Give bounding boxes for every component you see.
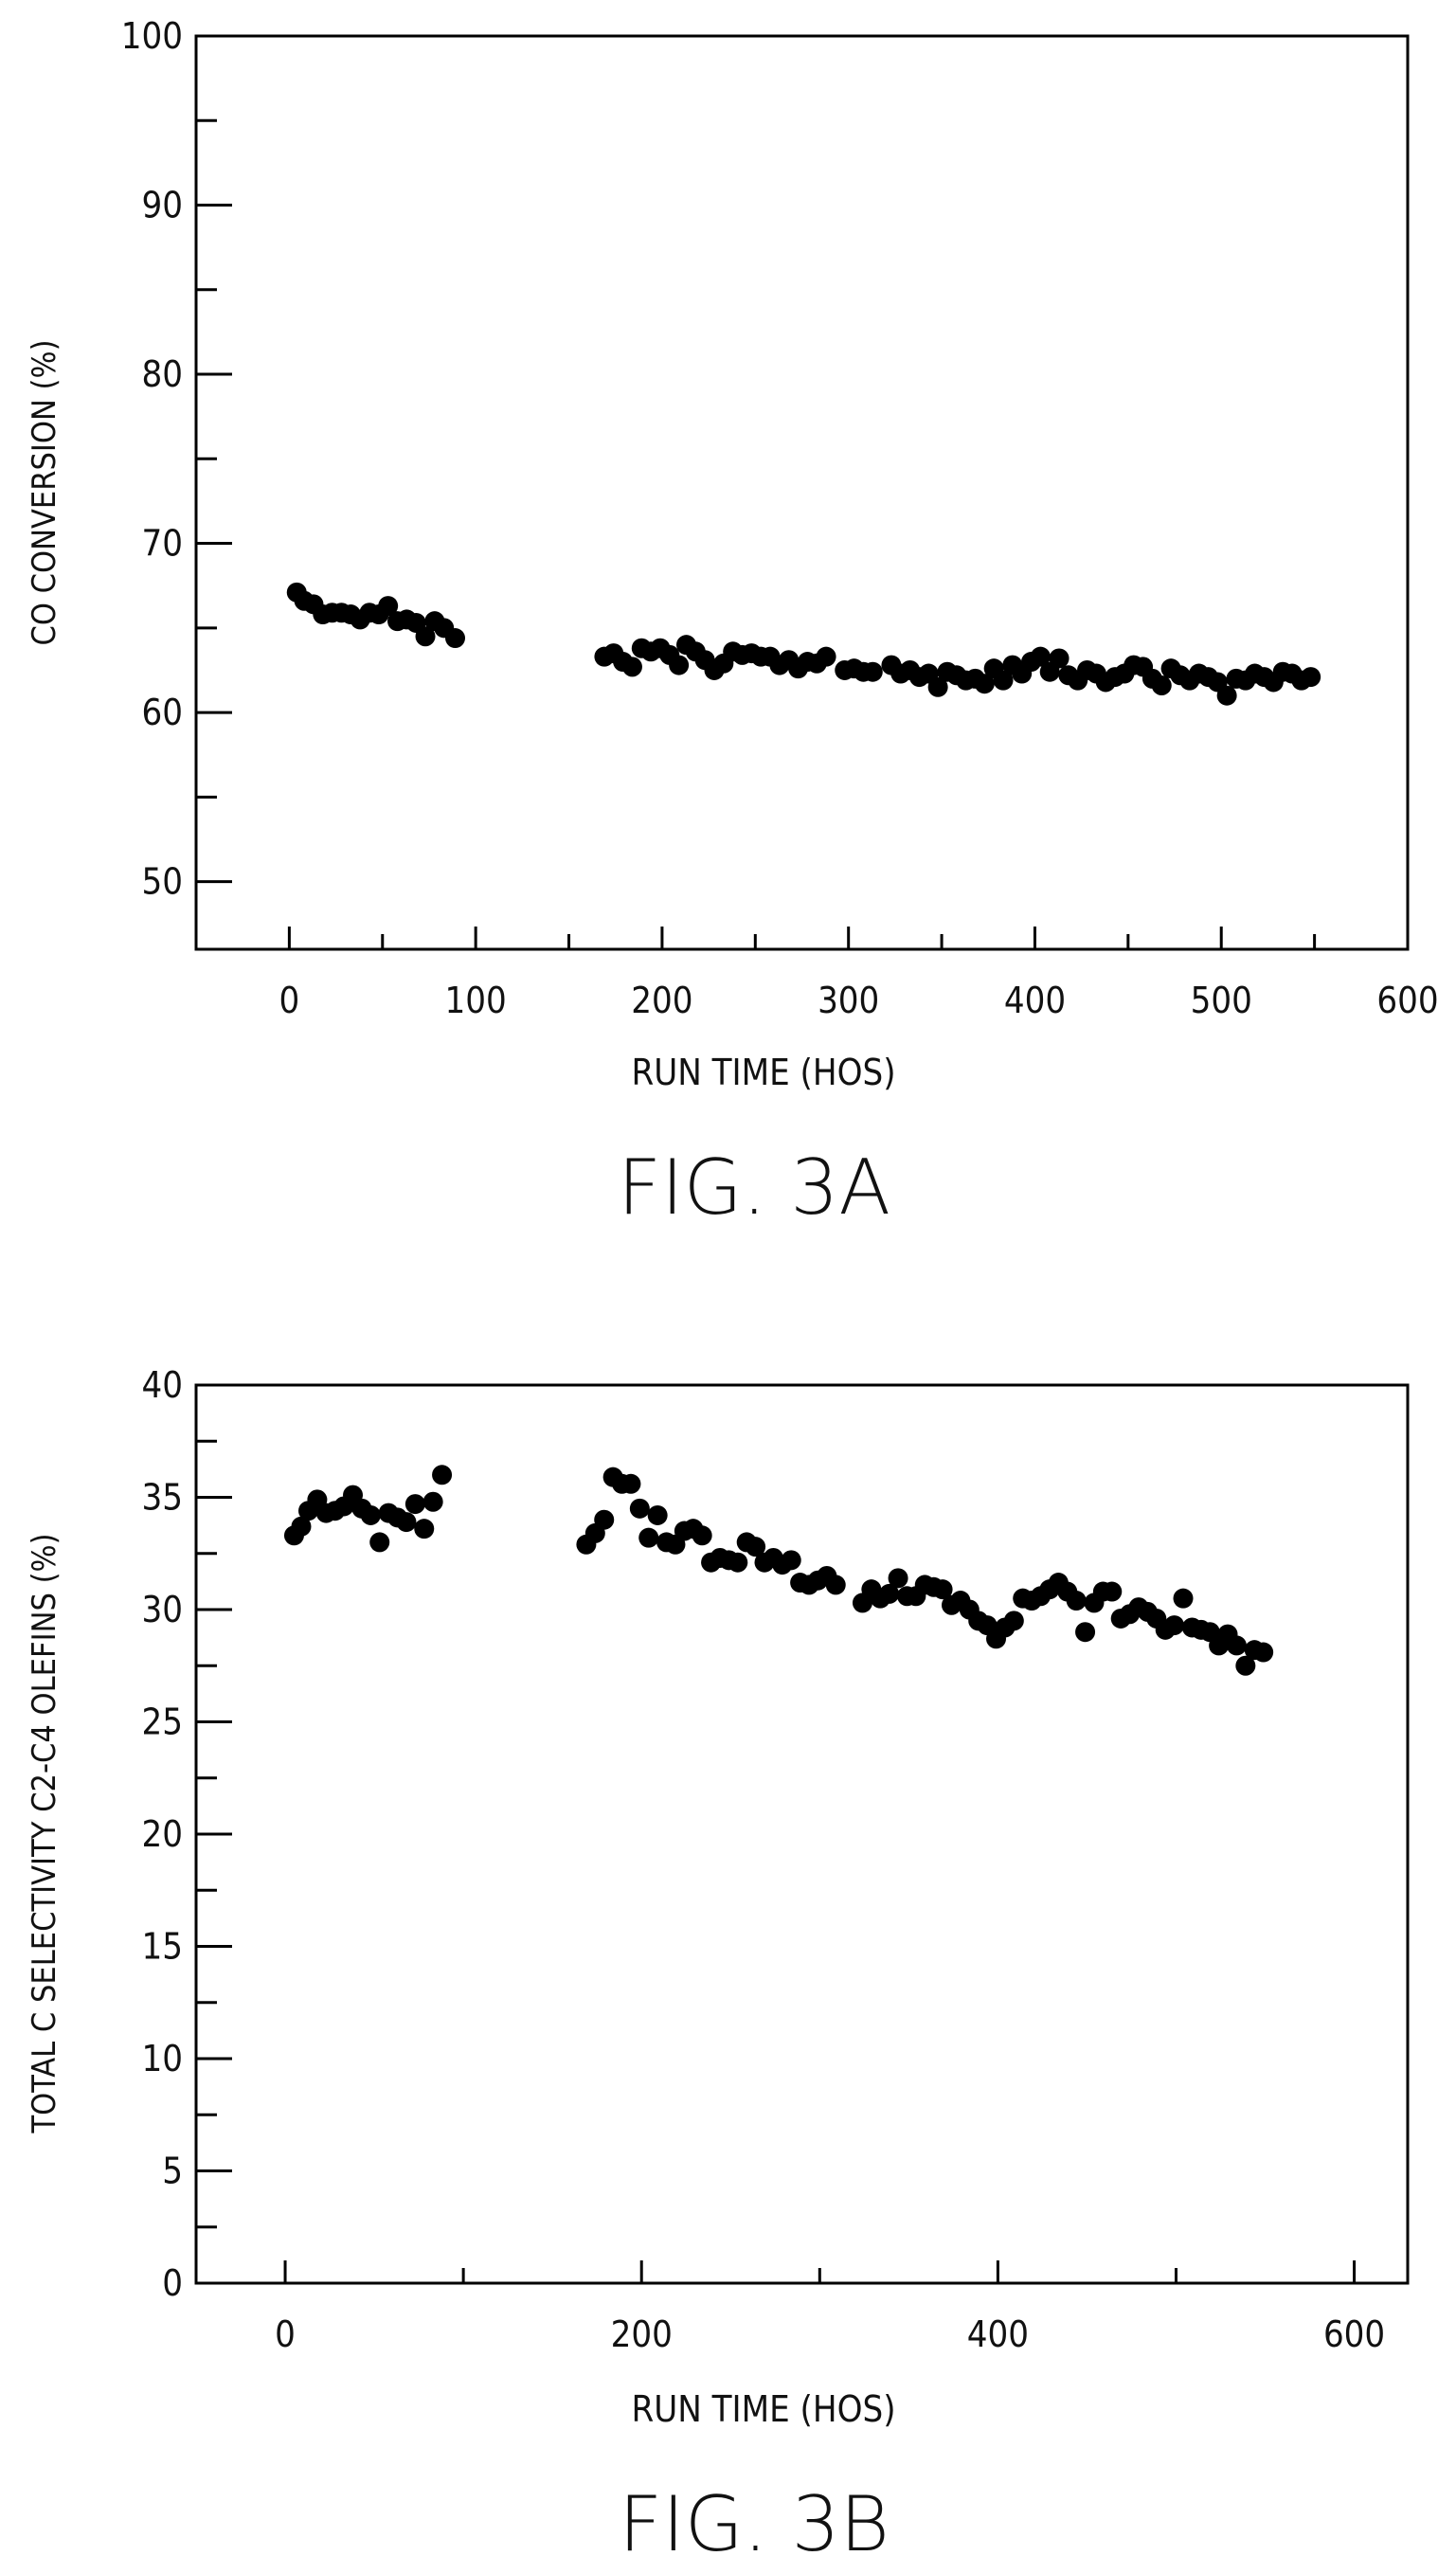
chart-a-x-tick-label: 200 — [631, 980, 692, 1021]
chart-b-data-point — [781, 1550, 801, 1571]
chart-a-x-tick-label: 400 — [1004, 980, 1066, 1021]
chart-b-data-point — [638, 1527, 659, 1548]
chart-a-y-tick-label: 70 — [142, 523, 184, 565]
chart-a-y-tick-label: 80 — [142, 353, 184, 395]
chart-a-data-point — [974, 674, 995, 694]
chart-a-data-point — [927, 676, 948, 697]
chart-b-data-point — [1164, 1615, 1185, 1636]
chart-b-y-tick-label: 25 — [142, 1701, 184, 1743]
chart-a-data-point — [816, 646, 836, 667]
chart-b-y-tick-label: 30 — [142, 1589, 184, 1630]
chart-b-data-point — [728, 1552, 748, 1573]
chart-b-data-point — [620, 1473, 641, 1494]
chart-3a-data-points — [286, 582, 1321, 706]
chart-3b-ticks — [196, 1383, 1357, 2285]
chart-3b-y-axis-label: TOTAL C SELECTIVITY C2-C4 OLEFINS (%) — [26, 1533, 63, 2133]
chart-b-data-point — [1075, 1622, 1096, 1643]
chart-b-data-point — [1173, 1588, 1194, 1609]
chart-b-data-point — [932, 1579, 953, 1600]
chart-b-y-tick-label: 35 — [142, 1477, 184, 1519]
chart-a-data-point — [1151, 675, 1172, 696]
chart-a-data-point — [1030, 646, 1051, 667]
chart-b-data-point — [1102, 1581, 1123, 1602]
chart-b-y-tick-label: 0 — [162, 2262, 183, 2304]
chart-b-x-tick-label: 600 — [1323, 2313, 1385, 2355]
chart-b-data-point — [1003, 1611, 1024, 1631]
chart-a-x-tick-label: 100 — [445, 980, 507, 1021]
chart-3b-data-points — [283, 1465, 1274, 1676]
chart-a-data-point — [669, 655, 690, 675]
chart-b-data-point — [1253, 1642, 1274, 1663]
chart-a-data-point — [445, 628, 466, 649]
figure-3b-caption: FIG. 3B — [619, 2480, 890, 2568]
chart-a-x-tick-label: 500 — [1191, 980, 1252, 1021]
chart-a-data-point — [862, 661, 883, 682]
chart-panel-3a: 50 60 70 80 90 100 0 100 200 300 400 500 600 RUN TIM… — [26, 15, 1439, 1232]
chart-b-y-tick-label: 10 — [142, 2038, 184, 2079]
chart-b-data-point — [432, 1465, 453, 1485]
figure-3a-caption: FIG. 3A — [618, 1143, 890, 1232]
chart-3a-plot-frame — [194, 34, 1410, 951]
chart-b-data-point — [746, 1537, 766, 1557]
chart-b-data-point — [1226, 1635, 1247, 1656]
chart-b-data-point — [888, 1568, 908, 1589]
chart-a-data-point — [1216, 685, 1237, 706]
chart-a-data-point — [378, 596, 399, 617]
chart-b-data-point — [879, 1583, 900, 1604]
chart-a-data-point — [993, 670, 1014, 691]
chart-3a-x-axis-label: RUN TIME (HOS) — [631, 1052, 895, 1093]
chart-b-data-point — [414, 1519, 435, 1539]
chart-a-y-tick-label: 90 — [142, 185, 184, 226]
chart-b-data-point — [647, 1504, 668, 1525]
chart-3a-tick-labels: 50 60 70 80 90 100 0 100 200 300 400 500 600 — [121, 15, 1439, 1021]
chart-b-y-tick-label: 15 — [142, 1926, 184, 1968]
chart-a-data-point — [1301, 667, 1321, 688]
chart-b-data-point — [369, 1532, 390, 1553]
chart-3a-ticks — [194, 34, 1410, 949]
chart-b-y-tick-label: 40 — [142, 1364, 184, 1406]
chart-b-x-tick-label: 200 — [611, 2313, 673, 2355]
chart-a-y-tick-label: 60 — [142, 692, 184, 733]
chart-a-y-tick-label: 100 — [121, 15, 183, 57]
chart-a-data-point — [1049, 648, 1070, 669]
chart-a-y-tick-label: 50 — [142, 861, 184, 903]
chart-b-data-point — [422, 1491, 443, 1512]
chart-b-data-point — [404, 1494, 425, 1515]
chart-a-x-tick-label: 600 — [1376, 980, 1438, 1021]
chart-b-y-tick-label: 5 — [162, 2151, 183, 2192]
chart-b-data-point — [825, 1575, 846, 1595]
chart-b-data-point — [1066, 1591, 1087, 1611]
chart-b-x-tick-label: 400 — [967, 2313, 1029, 2355]
chart-b-data-point — [291, 1516, 312, 1537]
chart-b-x-tick-label: 0 — [275, 2313, 296, 2355]
chart-3a-y-axis-label: CO CONVERSION (%) — [26, 340, 63, 646]
chart-a-data-point — [415, 626, 436, 647]
chart-b-y-tick-label: 20 — [142, 1813, 184, 1855]
chart-b-data-point — [692, 1525, 712, 1546]
chart-3b-x-axis-label: RUN TIME (HOS) — [631, 2388, 895, 2430]
chart-a-x-tick-label: 0 — [279, 980, 300, 1021]
chart-b-data-point — [396, 1512, 417, 1533]
chart-b-data-point — [1235, 1655, 1256, 1676]
chart-b-data-point — [360, 1504, 381, 1525]
chart-b-data-point — [629, 1498, 650, 1519]
chart-a-x-tick-label: 300 — [818, 980, 879, 1021]
chart-a-data-point — [621, 657, 642, 677]
chart-b-data-point — [594, 1509, 615, 1530]
